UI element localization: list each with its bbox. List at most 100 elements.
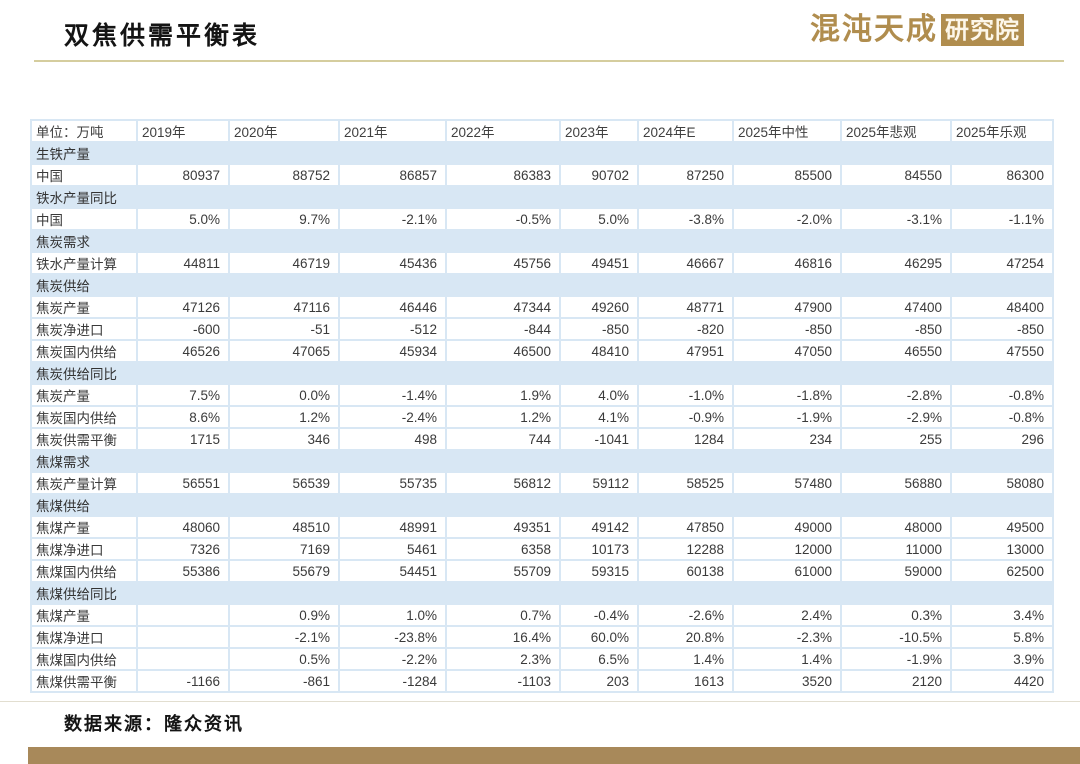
- section-label: 铁水产量同比: [32, 187, 1052, 207]
- value-cell: 1.2%: [230, 407, 338, 427]
- value-cell: -1166: [138, 671, 228, 691]
- row-label: 焦煤国内供给: [32, 649, 136, 669]
- value-cell: 2.4%: [734, 605, 840, 625]
- value-cell: 49500: [952, 517, 1052, 537]
- data-row: 焦煤产量 48060 48510 48991 49351 49142 47850 49000 4…: [32, 517, 1052, 537]
- value-cell: 45756: [447, 253, 559, 273]
- section-row: 焦煤供给: [32, 495, 1052, 515]
- value-cell: 47344: [447, 297, 559, 317]
- value-cell: 45436: [340, 253, 445, 273]
- row-label: 焦煤供需平衡: [32, 671, 136, 691]
- value-cell: 86300: [952, 165, 1052, 185]
- value-cell: 47550: [952, 341, 1052, 361]
- column-header: 2021年: [340, 121, 445, 141]
- data-row: 焦炭国内供给 46526 47065 45934 46500 48410 47951 4705…: [32, 341, 1052, 361]
- value-cell: 49000: [734, 517, 840, 537]
- section-label: 焦炭供给同比: [32, 363, 1052, 383]
- value-cell: 57480: [734, 473, 840, 493]
- value-cell: 7169: [230, 539, 338, 559]
- value-cell: 47900: [734, 297, 840, 317]
- value-cell: 48060: [138, 517, 228, 537]
- value-cell: 1.4%: [734, 649, 840, 669]
- value-cell: 234: [734, 429, 840, 449]
- value-cell: 88752: [230, 165, 338, 185]
- value-cell: 55735: [340, 473, 445, 493]
- value-cell: [138, 649, 228, 669]
- value-cell: 4420: [952, 671, 1052, 691]
- data-row: 焦煤产量 0.9% 1.0% 0.7% -0.4% -2.6% 2.4% 0.3% 3.4%: [32, 605, 1052, 625]
- value-cell: 56880: [842, 473, 950, 493]
- value-cell: 47126: [138, 297, 228, 317]
- value-cell: 47050: [734, 341, 840, 361]
- value-cell: 1.4%: [639, 649, 732, 669]
- value-cell: -0.4%: [561, 605, 637, 625]
- value-cell: 46526: [138, 341, 228, 361]
- value-cell: 46295: [842, 253, 950, 273]
- data-row: 焦煤净进口 7326 7169 5461 6358 10173 12288 12000 1100…: [32, 539, 1052, 559]
- brand-logo: 混沌天成 研究院: [810, 13, 1024, 47]
- value-cell: 48510: [230, 517, 338, 537]
- value-cell: -2.3%: [734, 627, 840, 647]
- value-cell: 49451: [561, 253, 637, 273]
- value-cell: 4.1%: [561, 407, 637, 427]
- row-label: 中国: [32, 209, 136, 229]
- value-cell: [138, 627, 228, 647]
- bottom-accent-bar: [28, 747, 1080, 764]
- row-label: 焦炭产量: [32, 385, 136, 405]
- value-cell: 0.7%: [447, 605, 559, 625]
- value-cell: 59315: [561, 561, 637, 581]
- row-label: 焦炭国内供给: [32, 341, 136, 361]
- value-cell: -1.8%: [734, 385, 840, 405]
- row-label: 焦煤净进口: [32, 627, 136, 647]
- section-row: 铁水产量同比: [32, 187, 1052, 207]
- value-cell: 62500: [952, 561, 1052, 581]
- data-row: 中国 80937 88752 86857 86383 90702 87250 85500 845…: [32, 165, 1052, 185]
- section-label: 生铁产量: [32, 143, 1052, 163]
- value-cell: 55679: [230, 561, 338, 581]
- value-cell: 1.9%: [447, 385, 559, 405]
- value-cell: -1.9%: [842, 649, 950, 669]
- value-cell: 3520: [734, 671, 840, 691]
- value-cell: 498: [340, 429, 445, 449]
- value-cell: 48400: [952, 297, 1052, 317]
- value-cell: 56812: [447, 473, 559, 493]
- value-cell: 3.9%: [952, 649, 1052, 669]
- value-cell: -2.1%: [230, 627, 338, 647]
- column-header: 2025年中性: [734, 121, 840, 141]
- page-title: 双焦供需平衡表: [64, 21, 261, 50]
- value-cell: -2.2%: [340, 649, 445, 669]
- value-cell: 0.3%: [842, 605, 950, 625]
- value-cell: -1.9%: [734, 407, 840, 427]
- value-cell: 46667: [639, 253, 732, 273]
- value-cell: 744: [447, 429, 559, 449]
- table-body: 生铁产量 中国 80937 88752 86857 86383 90702 87250 8550…: [32, 143, 1052, 691]
- value-cell: 6358: [447, 539, 559, 559]
- value-cell: 1613: [639, 671, 732, 691]
- value-cell: 55709: [447, 561, 559, 581]
- section-row: 焦炭需求: [32, 231, 1052, 251]
- value-cell: 47400: [842, 297, 950, 317]
- value-cell: -2.4%: [340, 407, 445, 427]
- value-cell: 85500: [734, 165, 840, 185]
- section-label: 焦煤需求: [32, 451, 1052, 471]
- value-cell: -600: [138, 319, 228, 339]
- value-cell: -23.8%: [340, 627, 445, 647]
- value-cell: -2.0%: [734, 209, 840, 229]
- value-cell: 2120: [842, 671, 950, 691]
- value-cell: -2.6%: [639, 605, 732, 625]
- value-cell: 0.9%: [230, 605, 338, 625]
- value-cell: 346: [230, 429, 338, 449]
- value-cell: 47065: [230, 341, 338, 361]
- row-label: 焦炭国内供给: [32, 407, 136, 427]
- column-header: 2019年: [138, 121, 228, 141]
- value-cell: 5461: [340, 539, 445, 559]
- value-cell: 5.0%: [138, 209, 228, 229]
- value-cell: 2.3%: [447, 649, 559, 669]
- value-cell: -0.8%: [952, 407, 1052, 427]
- value-cell: 46816: [734, 253, 840, 273]
- value-cell: 20.8%: [639, 627, 732, 647]
- value-cell: -3.1%: [842, 209, 950, 229]
- value-cell: -850: [842, 319, 950, 339]
- value-cell: -512: [340, 319, 445, 339]
- column-header: 2025年乐观: [952, 121, 1052, 141]
